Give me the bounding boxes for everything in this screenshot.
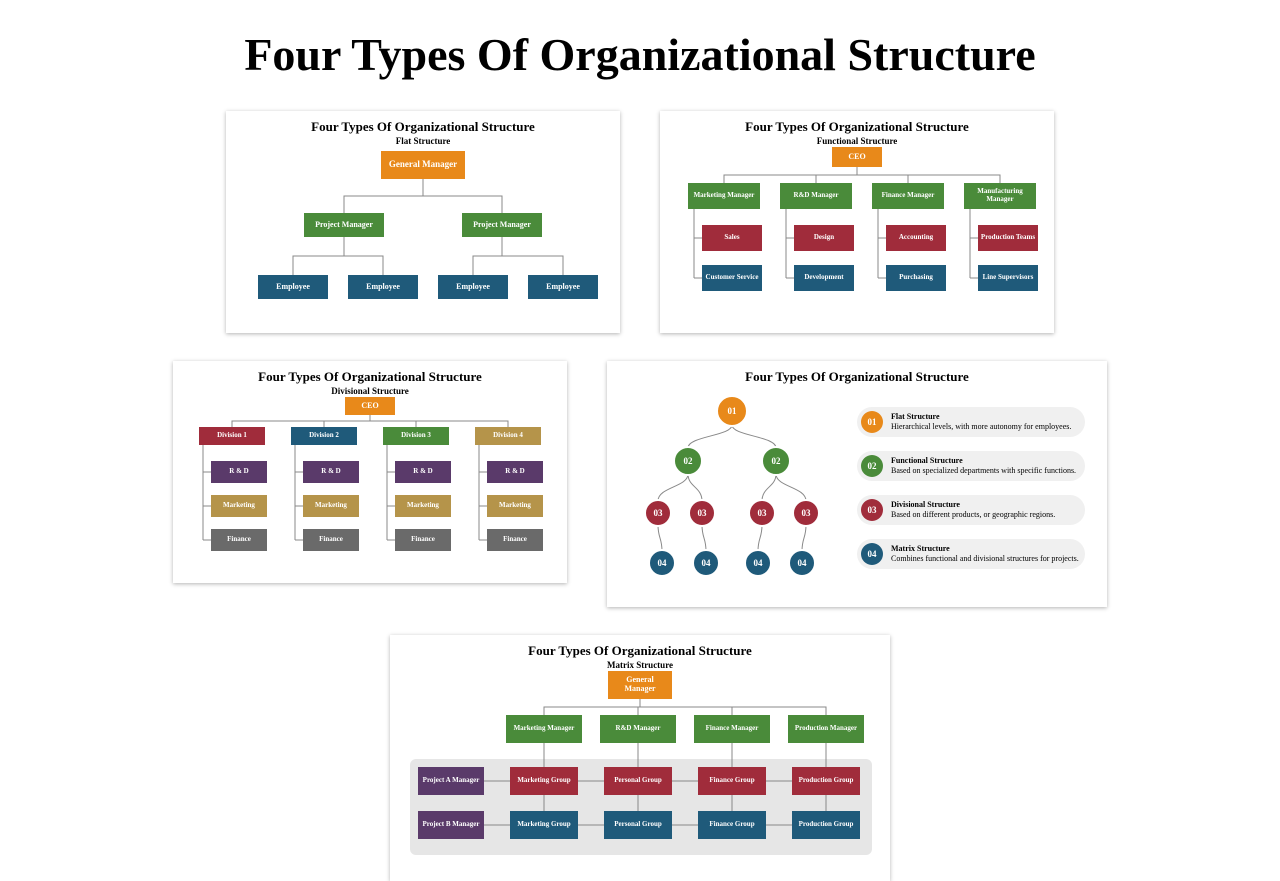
mx-mgr-3: Production Manager	[788, 715, 864, 743]
ov-l3-2: 03	[748, 499, 776, 527]
mx-mgr-0: Marketing Manager	[506, 715, 582, 743]
func-cell-0-1: Customer Service	[702, 265, 762, 291]
ov-legend-text-1: Functional StructureBased on specialized…	[891, 456, 1076, 475]
card-matrix: Four Types Of Organizational Structure M…	[390, 635, 890, 881]
ov-legend-text-2: Divisional StructureBased on different p…	[891, 500, 1055, 519]
div-dept-2-1: Marketing	[395, 495, 451, 517]
ov-legend-text-3: Matrix StructureCombines functional and …	[891, 544, 1079, 563]
mx-cell-1-3: Production Group	[792, 811, 860, 839]
func-mgr-1: R&D Manager	[780, 183, 852, 209]
div-dept-2-2: Finance	[395, 529, 451, 551]
func-mgr-0: Marketing Manager	[688, 183, 760, 209]
ov-l1: 01	[716, 395, 748, 427]
div-title: Four Types Of Organizational Structure	[173, 361, 567, 385]
mx-cell-1-1: Personal Group	[604, 811, 672, 839]
ov-l4-2: 04	[744, 549, 772, 577]
div-dept-1-1: Marketing	[303, 495, 359, 517]
mx-cell-0-2: Finance Group	[698, 767, 766, 795]
func-cell-1-0: Design	[794, 225, 854, 251]
div-dept-3-0: R & D	[487, 461, 543, 483]
mx-title: Four Types Of Organizational Structure	[390, 635, 890, 659]
div-dept-3-1: Marketing	[487, 495, 543, 517]
div-dept-0-1: Marketing	[211, 495, 267, 517]
div-dept-3-2: Finance	[487, 529, 543, 551]
func-cell-3-1: Line Supervisors	[978, 265, 1038, 291]
flat-emp-2: Employee	[438, 275, 508, 299]
flat-pm-0: Project Manager	[304, 213, 384, 237]
func-mgr-2: Finance Manager	[872, 183, 944, 209]
div-division-3: Division 4	[475, 427, 541, 445]
ov-l2-0: 02	[673, 446, 703, 476]
ov-legend-0: 01 Flat StructureHierarchical levels, wit…	[857, 407, 1085, 437]
flat-emp-0: Employee	[258, 275, 328, 299]
div-dept-0-2: Finance	[211, 529, 267, 551]
div-root: CEO	[345, 397, 395, 415]
flat-emp-1: Employee	[348, 275, 418, 299]
mx-root: General Manager	[608, 671, 672, 699]
func-mgr-3: Manufacturing Manager	[964, 183, 1036, 209]
ov-l3-0: 03	[644, 499, 672, 527]
ov-legend-num-2: 03	[861, 499, 883, 521]
func-cell-2-1: Purchasing	[886, 265, 946, 291]
page-title: Four Types Of Organizational Structure	[0, 0, 1280, 97]
ov-legend-text-0: Flat StructureHierarchical levels, with …	[891, 412, 1071, 431]
div-dept-2-0: R & D	[395, 461, 451, 483]
ov-l3-1: 03	[688, 499, 716, 527]
func-cell-1-1: Development	[794, 265, 854, 291]
ov-l2-1: 02	[761, 446, 791, 476]
mx-cell-0-1: Personal Group	[604, 767, 672, 795]
card-grid: Four Types Of Organizational Structure F…	[0, 97, 1280, 881]
ov-legend-2: 03 Divisional StructureBased on different…	[857, 495, 1085, 525]
ov-legend-num-0: 01	[861, 411, 883, 433]
ov-legend-3: 04 Matrix StructureCombines functional an…	[857, 539, 1085, 569]
div-division-2: Division 3	[383, 427, 449, 445]
func-cell-2-0: Accounting	[886, 225, 946, 251]
mx-mgr-2: Finance Manager	[694, 715, 770, 743]
card-divisional: Four Types Of Organizational Structure D…	[173, 361, 567, 583]
flat-pm-1: Project Manager	[462, 213, 542, 237]
flat-root: General Manager	[381, 151, 465, 179]
div-dept-1-0: R & D	[303, 461, 359, 483]
card-functional: Four Types Of Organizational Structure F…	[660, 111, 1054, 333]
mx-proj-1: Project B Manager	[418, 811, 484, 839]
ov-title: Four Types Of Organizational Structure	[607, 361, 1107, 385]
func-title: Four Types Of Organizational Structure	[660, 111, 1054, 135]
mx-proj-0: Project A Manager	[418, 767, 484, 795]
mx-mgr-1: R&D Manager	[600, 715, 676, 743]
ov-legend-num-3: 04	[861, 543, 883, 565]
mx-cell-0-3: Production Group	[792, 767, 860, 795]
flat-title: Four Types Of Organizational Structure	[226, 111, 620, 135]
div-dept-1-2: Finance	[303, 529, 359, 551]
div-dept-0-0: R & D	[211, 461, 267, 483]
ov-l3-3: 03	[792, 499, 820, 527]
mx-cell-1-2: Finance Group	[698, 811, 766, 839]
ov-l4-3: 04	[788, 549, 816, 577]
ov-legend-1: 02 Functional StructureBased on specializ…	[857, 451, 1085, 481]
ov-l4-1: 04	[692, 549, 720, 577]
flat-emp-3: Employee	[528, 275, 598, 299]
mx-cell-1-0: Marketing Group	[510, 811, 578, 839]
mx-cell-0-0: Marketing Group	[510, 767, 578, 795]
div-division-1: Division 2	[291, 427, 357, 445]
ov-legend-num-1: 02	[861, 455, 883, 477]
func-cell-3-0: Production Teams	[978, 225, 1038, 251]
func-root: CEO	[832, 147, 882, 167]
card-flat: Four Types Of Organizational Structure F…	[226, 111, 620, 333]
div-division-0: Division 1	[199, 427, 265, 445]
func-cell-0-0: Sales	[702, 225, 762, 251]
ov-l4-0: 04	[648, 549, 676, 577]
card-overview: Four Types Of Organizational Structure 0…	[607, 361, 1107, 607]
